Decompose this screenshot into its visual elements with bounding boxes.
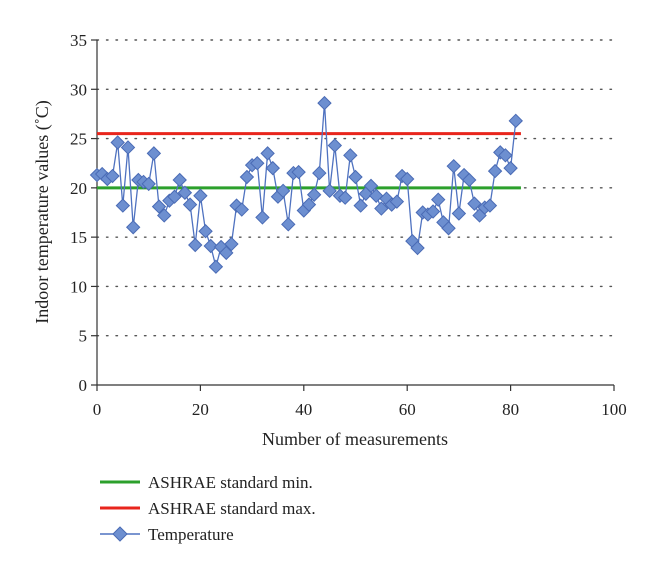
temperature-point	[188, 237, 203, 253]
temperature-point	[353, 198, 368, 213]
temperature-point	[172, 172, 187, 188]
temperature-point	[255, 210, 270, 225]
temperature-point	[167, 189, 182, 204]
temperature-point	[125, 220, 141, 235]
temperature-point	[467, 196, 482, 211]
temperature-point	[441, 221, 456, 236]
temperature-point	[337, 190, 353, 205]
temperature-point	[508, 113, 523, 129]
y-tick-label: 35	[70, 31, 87, 50]
temperature-point	[105, 168, 120, 184]
x-tick-label: 60	[399, 400, 416, 419]
x-tick-label: 40	[295, 400, 312, 419]
legend-item-ashrae-min: ASHRAE standard min.	[100, 473, 313, 492]
temperature-point	[498, 148, 513, 163]
temperature-point	[410, 240, 425, 256]
y-tick-label: 0	[79, 376, 88, 395]
legend-diamond-marker-icon	[112, 526, 128, 542]
temperature-point	[157, 208, 172, 223]
temperature-point	[389, 194, 405, 209]
temperature-point	[219, 245, 234, 261]
temperature-point	[234, 202, 249, 217]
axes	[96, 40, 614, 386]
temperature-point	[368, 188, 384, 203]
y-tick-label: 30	[70, 80, 87, 99]
temperature-point	[281, 217, 296, 232]
legend-label-ashrae-max: ASHRAE standard max.	[148, 499, 316, 518]
legend-label-temperature: Temperature	[148, 525, 234, 544]
temperature-point	[291, 164, 306, 180]
x-tick-label: 100	[601, 400, 627, 419]
temperature-point	[327, 138, 343, 153]
temperature-point	[260, 146, 275, 161]
temperature-point	[482, 198, 498, 213]
y-tick-labels: 0 5 10 15 20 25 30 35	[70, 31, 97, 395]
temperature-point	[503, 160, 518, 176]
temperature-point	[399, 171, 415, 187]
legend-item-ashrae-max: ASHRAE standard max.	[100, 499, 316, 518]
temperature-point	[446, 158, 461, 174]
y-axis-title: Indoor temperature values (˚C)	[32, 100, 53, 323]
temperature-point	[462, 172, 477, 188]
temperature-point	[348, 169, 363, 185]
temperature-point	[198, 224, 213, 239]
temperature-point	[224, 236, 239, 252]
legend-item-temperature: Temperature	[100, 525, 234, 544]
temperature-point	[374, 201, 389, 216]
temperature-point	[193, 188, 208, 203]
temperature-point	[177, 185, 193, 200]
temperature-point	[146, 146, 162, 161]
temperature-point	[275, 183, 291, 199]
temperature-point	[203, 238, 218, 254]
temperature-series-line	[96, 103, 517, 267]
x-tick-labels: 0 20 40 60 80 100	[93, 385, 627, 419]
temperature-point	[312, 165, 327, 181]
temperature-point	[301, 197, 317, 212]
temperature-point	[250, 156, 265, 171]
x-tick-label: 20	[192, 400, 209, 419]
y-tick-label: 15	[70, 228, 87, 247]
y-tick-label: 20	[70, 179, 87, 198]
legend: ASHRAE standard min. ASHRAE standard max…	[100, 473, 316, 544]
x-tick-label: 0	[93, 400, 102, 419]
x-tick-label: 80	[502, 400, 519, 419]
temperature-point	[151, 199, 167, 214]
y-tick-label: 10	[70, 277, 87, 296]
temperature-point	[182, 197, 198, 212]
temperature-point	[431, 192, 446, 207]
temperature-point	[451, 206, 467, 221]
temperature-point	[487, 163, 503, 179]
temperature-point	[265, 160, 280, 176]
temperature-point	[306, 187, 322, 202]
temperature-point	[322, 183, 337, 199]
temperature-point	[208, 259, 224, 274]
temperature-point	[239, 169, 255, 185]
y-tick-label: 5	[79, 327, 88, 346]
temperature-point	[141, 176, 156, 192]
y-tick-label: 25	[70, 130, 87, 149]
legend-label-ashrae-min: ASHRAE standard min.	[148, 473, 313, 492]
temperature-point	[110, 135, 125, 150]
x-axis-title: Number of measurements	[262, 429, 448, 449]
temperature-point	[425, 204, 441, 219]
temperature-point	[363, 178, 379, 194]
temperature-point	[343, 148, 358, 163]
temperature-point	[317, 95, 332, 111]
temperature-point	[120, 140, 136, 155]
plot-area	[89, 95, 523, 274]
temperature-point	[115, 198, 131, 213]
